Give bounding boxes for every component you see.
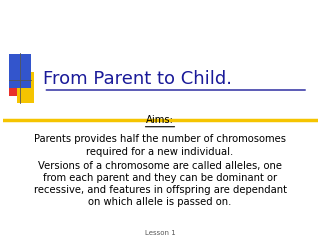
Text: on which allele is passed on.: on which allele is passed on. (88, 197, 232, 207)
Text: from each parent and they can be dominant or: from each parent and they can be dominan… (43, 173, 277, 183)
Text: Versions of a chromosome are called alleles, one: Versions of a chromosome are called alle… (38, 161, 282, 171)
Bar (17, 72, 34, 103)
Text: Aims:: Aims: (146, 115, 174, 125)
Text: Parents provides half the number of chromosomes: Parents provides half the number of chro… (34, 134, 286, 144)
Text: recessive, and features in offspring are dependant: recessive, and features in offspring are… (34, 185, 286, 195)
Text: Lesson 1: Lesson 1 (145, 230, 175, 236)
Bar (9, 54, 31, 88)
Text: required for a new individual.: required for a new individual. (86, 147, 234, 157)
Bar (9, 65, 26, 96)
Text: From Parent to Child.: From Parent to Child. (44, 70, 232, 88)
